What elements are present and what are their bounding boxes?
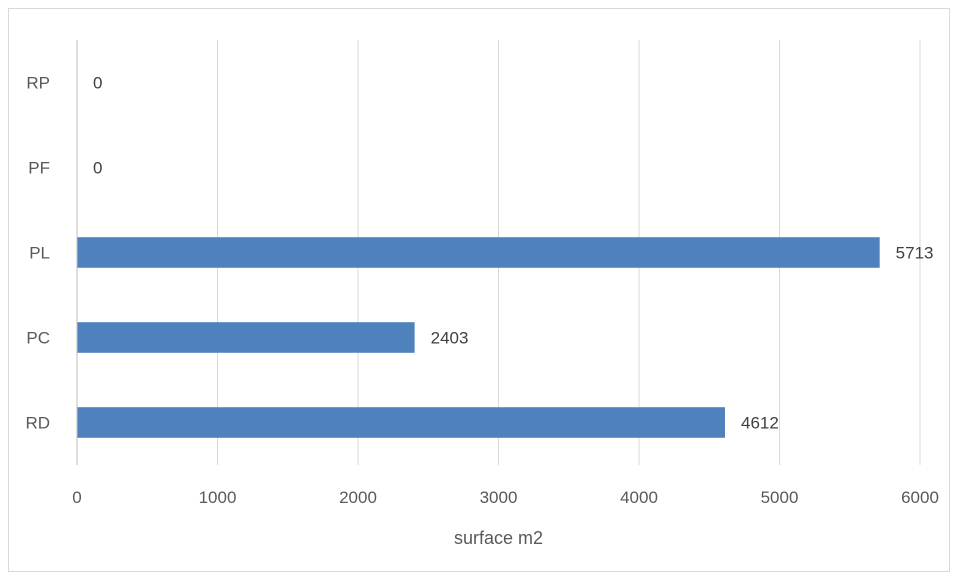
labels: 0 1000 2000 3000 4000 5000 6000 RD 4612 PC 2403 PL 5… xyxy=(25,74,938,508)
category-label-rp: RP xyxy=(26,74,50,93)
x-tick-label-2000: 2000 xyxy=(339,488,377,507)
category-label-pl: PL xyxy=(29,244,50,263)
x-tick-label-6000: 6000 xyxy=(901,488,939,507)
data-label-pl: 5713 xyxy=(896,244,934,263)
bar-pc xyxy=(77,322,415,353)
category-label-rd: RD xyxy=(25,414,50,433)
x-axis-title: surface m2 xyxy=(454,528,543,548)
data-label-rd: 4612 xyxy=(741,414,779,433)
bar-pl xyxy=(77,237,880,268)
data-label-pc: 2403 xyxy=(431,329,469,348)
bar-rd xyxy=(77,407,725,438)
data-label-pf: 0 xyxy=(93,159,102,178)
x-tick-label-4000: 4000 xyxy=(620,488,658,507)
chart-frame xyxy=(8,8,950,572)
x-tick-label-1000: 1000 xyxy=(199,488,237,507)
x-tick-label-0: 0 xyxy=(72,488,81,507)
x-tick-label-5000: 5000 xyxy=(761,488,799,507)
x-tick-label-3000: 3000 xyxy=(480,488,518,507)
bars xyxy=(77,237,880,438)
category-label-pf: PF xyxy=(28,159,50,178)
category-label-pc: PC xyxy=(26,329,50,348)
data-label-rp: 0 xyxy=(93,74,102,93)
